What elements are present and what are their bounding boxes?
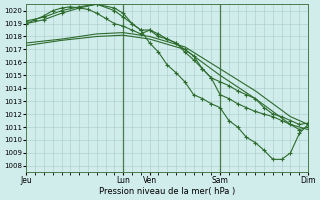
X-axis label: Pression niveau de la mer( hPa ): Pression niveau de la mer( hPa )	[99, 187, 235, 196]
